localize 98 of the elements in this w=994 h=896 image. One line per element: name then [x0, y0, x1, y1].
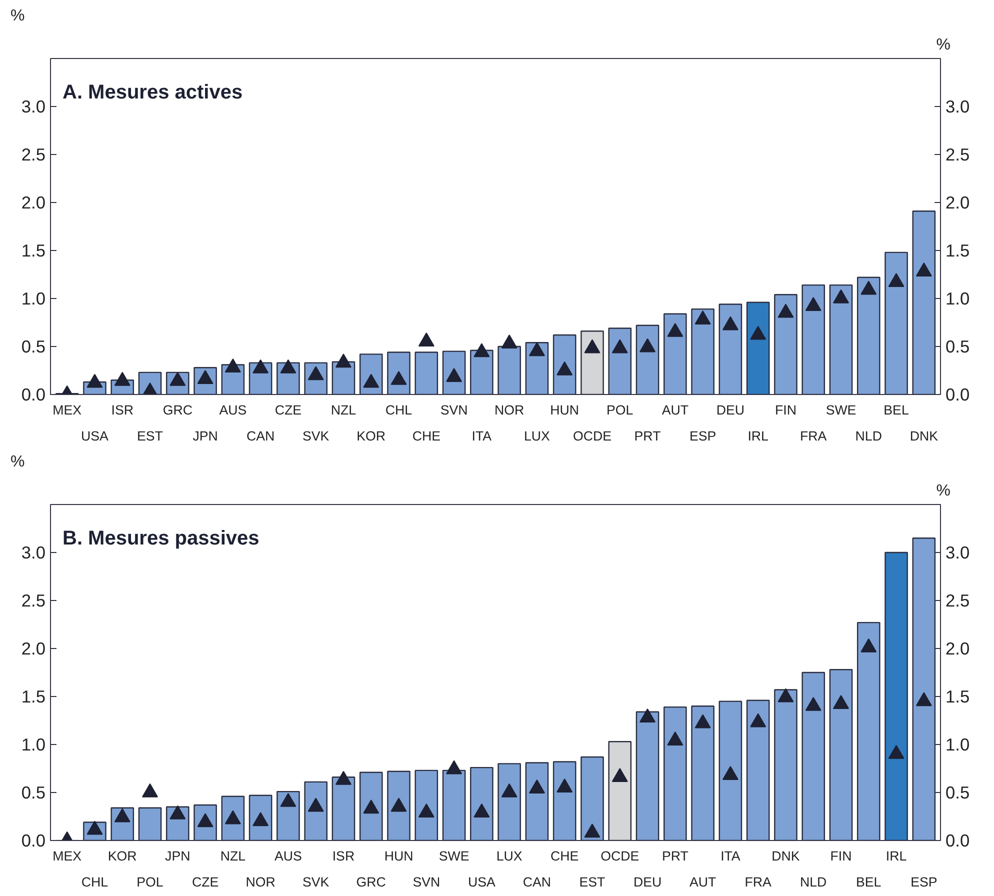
y-tick-label: 1.5 [21, 240, 46, 260]
x-tick-label: ISR [332, 848, 355, 864]
x-tick-label: HUN [384, 848, 414, 864]
x-tick-label: CAN [246, 428, 275, 444]
x-tick-label: LUX [524, 428, 550, 444]
x-tick-label: DEU [633, 874, 662, 890]
x-tick-label: SVK [302, 428, 330, 444]
x-tick-label: KOR [108, 848, 137, 864]
x-tick-label: GRC [356, 874, 386, 890]
x-tick-label: USA [468, 874, 496, 890]
x-tick-label: AUS [219, 402, 247, 418]
y2-tick-label: 2.5 [946, 590, 970, 610]
x-tick-label: CHL [81, 874, 108, 890]
text: B. Mesures passives [62, 528, 260, 550]
y-tick-label: 1.5 [21, 686, 46, 706]
x-tick-label: KOR [356, 428, 386, 444]
x-tick-label: SVK [302, 874, 330, 890]
x-tick-label: AUS [274, 848, 302, 864]
x-tick-label: EST [137, 428, 163, 444]
y2-tick-label: 2.0 [946, 192, 970, 212]
x-tick-label: CZE [274, 402, 302, 418]
x-tick-label: LUX [496, 848, 522, 864]
x-tick-label: AUT [662, 402, 688, 418]
x-tick-label: MEX [52, 402, 82, 418]
x-tick-label: DNK [910, 428, 938, 444]
y-tick-label: 2.0 [21, 638, 46, 658]
y2-tick-label: 3.0 [946, 542, 970, 562]
y2-axis-title: % [936, 36, 951, 54]
y-tick-label: 2.0 [21, 192, 46, 212]
x-tick-label: HUN [550, 402, 580, 418]
x-tick-label: IRL [748, 428, 768, 444]
y-axis-title: % [10, 8, 25, 24]
x-tick-label: ESP [689, 428, 716, 444]
x-tick-label: FRA [800, 428, 827, 444]
x-tick-label: POL [606, 402, 634, 418]
x-tick-label: CAN [522, 874, 552, 890]
y2-tick-label: 0.0 [946, 384, 970, 404]
y2-tick-label: 1.0 [946, 734, 970, 754]
x-tick-label: FIN [774, 402, 796, 418]
y-tick-label: 2.5 [21, 590, 46, 610]
y2-tick-label: 1.0 [946, 288, 970, 308]
y-axis-title: % [10, 454, 25, 470]
x-tick-label: ISR [111, 402, 134, 418]
y2-axis-title: % [936, 482, 951, 500]
x-tick-label: ESP [910, 874, 938, 890]
x-tick-label: SWE [826, 402, 856, 418]
x-tick-label: USA [81, 428, 109, 444]
y-tick-label: 0.0 [21, 384, 46, 404]
x-tick-label: MEX [52, 848, 82, 864]
x-tick-label: JPN [165, 848, 190, 864]
y-tick-label: 3.0 [21, 96, 46, 116]
x-tick-label: SVN [412, 874, 440, 890]
x-tick-label: CZE [192, 874, 219, 890]
y2-tick-label: 1.5 [946, 686, 970, 706]
y2-tick-label: 2.0 [946, 638, 970, 658]
y-tick-label: 1.0 [21, 288, 46, 308]
y-tick-label: 0.0 [21, 830, 46, 850]
x-tick-label: FIN [830, 848, 852, 864]
x-tick-label: BEL [884, 402, 909, 418]
y2-tick-label: 3.0 [946, 96, 970, 116]
x-tick-label: CHE [412, 428, 441, 444]
x-tick-label: PRT [634, 428, 661, 444]
x-tick-label: POL [136, 874, 164, 890]
x-tick-label: NZL [330, 402, 356, 418]
x-tick-label: AUT [689, 874, 716, 890]
y-tick-label: 1.0 [21, 734, 46, 754]
x-tick-label: NLD [800, 874, 827, 890]
x-tick-label: CHE [550, 848, 579, 864]
x-tick-label: DNK [772, 848, 800, 864]
x-tick-label: BEL [856, 874, 882, 890]
y2-tick-label: 0.0 [946, 830, 970, 850]
x-tick-label: IRL [886, 848, 907, 864]
x-tick-label: PRT [662, 848, 688, 864]
y-tick-label: 0.5 [21, 336, 46, 356]
x-tick-label: ITA [720, 848, 740, 864]
x-tick-label: SWE [438, 848, 470, 864]
y2-tick-label: 2.5 [946, 144, 970, 164]
x-tick-label: DEU [716, 402, 745, 418]
x-tick-label: OCDE [600, 848, 640, 864]
x-tick-label: GRC [162, 402, 193, 418]
y2-tick-label: 0.5 [946, 336, 970, 356]
x-tick-label: NZL [220, 848, 246, 864]
x-tick-label: OCDE [572, 428, 612, 444]
y-tick-label: 3.0 [21, 542, 46, 562]
x-tick-label: ITA [472, 428, 492, 444]
x-tick-label: CHL [385, 402, 412, 418]
y2-tick-label: 0.5 [946, 782, 970, 802]
x-tick-label: SVN [440, 402, 468, 418]
x-tick-label: JPN [192, 428, 218, 444]
x-tick-label: EST [579, 874, 606, 890]
y2-tick-label: 1.5 [946, 240, 970, 260]
x-tick-label: NLD [855, 428, 882, 444]
y-tick-label: 0.5 [21, 782, 46, 802]
text: A. Mesures actives [62, 82, 243, 104]
x-tick-label: FRA [744, 874, 772, 890]
y-tick-label: 2.5 [21, 144, 46, 164]
x-tick-label: NOR [494, 402, 524, 418]
x-tick-label: NOR [246, 874, 276, 890]
